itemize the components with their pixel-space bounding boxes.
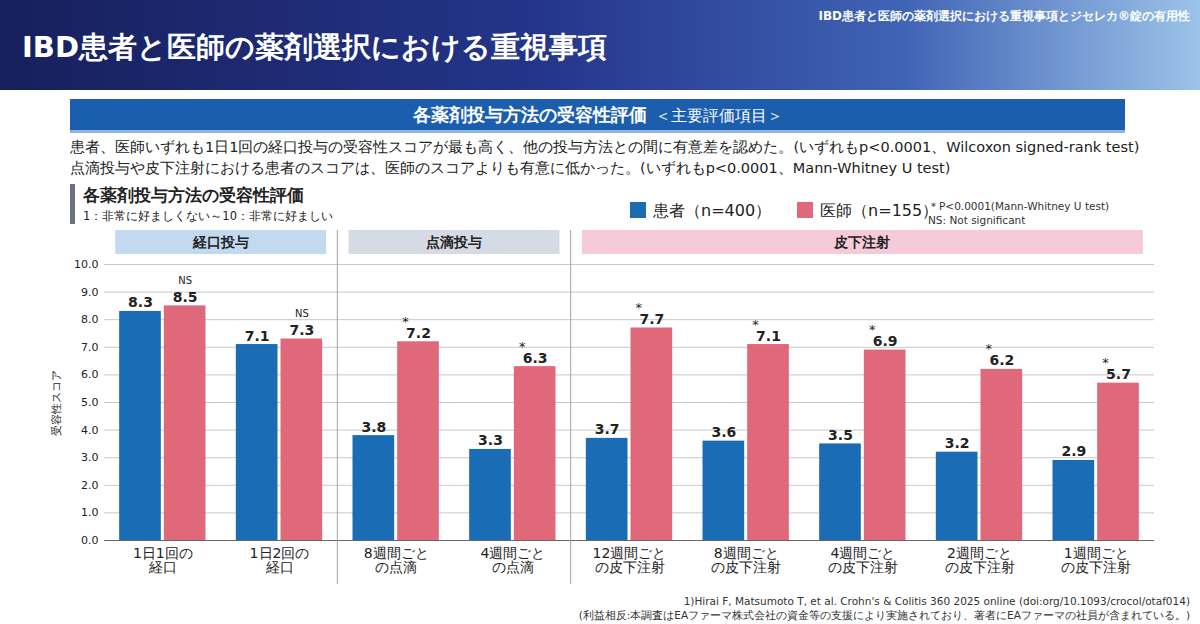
svg-text:1日2回の経口: 1日2回の経口: [250, 545, 310, 575]
svg-text:1週間ごとの皮下注射: 1週間ごとの皮下注射: [1061, 545, 1131, 575]
svg-text:4.0: 4.0: [81, 424, 99, 437]
svg-text:*: *: [636, 300, 643, 315]
html-text:各薬剤投与方法の受容性評価 ＜主要評価項目＞: 各薬剤投与方法の受容性評価 ＜主要評価項目＞: [412, 104, 783, 125]
svg-text:12週間ごとの皮下注射: 12週間ごとの皮下注射: [593, 545, 667, 575]
svg-text:皮下注射: 皮下注射: [833, 234, 890, 250]
svg-text:2.0: 2.0: [81, 479, 99, 492]
svg-text:9.0: 9.0: [81, 286, 99, 299]
html-text:(利益相反:本調査はEAファーマ株式会社の資金等の支援により: (利益相反:本調査はEAファーマ株式会社の資金等の支援により実施されており、著者…: [578, 609, 1190, 621]
svg-text:1.0: 1.0: [81, 506, 99, 519]
svg-text:6.2: 6.2: [989, 352, 1014, 368]
svg-text:3.0: 3.0: [81, 451, 99, 464]
svg-text:6.9: 6.9: [873, 333, 898, 349]
svg-text:8.3: 8.3: [128, 294, 153, 310]
html-text:点滴投与や皮下注射における患者のスコアは、医師のスコアよりも: 点滴投与や皮下注射における患者のスコアは、医師のスコアよりも有意に低かった。(い…: [70, 160, 951, 176]
svg-text:*: *: [869, 322, 876, 337]
html-text:NS: Not significant: NS: Not significant: [928, 214, 1026, 226]
html-text:IBD患者と医師の薬剤選択における重視事項とジセレカ®錠の有: IBD患者と医師の薬剤選択における重視事項とジセレカ®錠の有用性: [818, 9, 1190, 23]
svg-text:*: *: [402, 314, 409, 329]
svg-text:5.0: 5.0: [81, 396, 99, 409]
svg-text:点滴投与: 点滴投与: [426, 234, 482, 250]
html-text:＊P<0.0001(Mann-Whitney U test): ＊P<0.0001(Mann-Whitney U test): [928, 200, 1110, 212]
svg-text:5.7: 5.7: [1106, 366, 1131, 382]
svg-text:*: *: [519, 339, 526, 354]
html-text:患者、医師いずれも1日1回の経口投与の受容性スコアが最も高く: 患者、医師いずれも1日1回の経口投与の受容性スコアが最も高く、他の投与方法との間…: [70, 139, 1140, 155]
svg-text:7.2: 7.2: [406, 325, 431, 341]
svg-text:7.1: 7.1: [756, 328, 781, 344]
svg-text:7.0: 7.0: [81, 341, 99, 354]
svg-text:3.7: 3.7: [595, 421, 620, 437]
svg-text:8週間ごとの皮下注射: 8週間ごとの皮下注射: [711, 545, 781, 575]
svg-text:7.1: 7.1: [245, 328, 270, 344]
svg-text:*: *: [986, 341, 993, 356]
svg-text:8週間ごとの点滴: 8週間ごとの点滴: [364, 545, 429, 575]
svg-text:受容性スコア: 受容性スコア: [50, 370, 63, 436]
svg-text:1日1回の経口: 1日1回の経口: [133, 545, 193, 575]
svg-text:*: *: [1102, 355, 1109, 370]
svg-text:6.3: 6.3: [523, 350, 548, 366]
svg-text:2週間ごとの皮下注射: 2週間ごとの皮下注射: [945, 545, 1015, 575]
svg-text:2.9: 2.9: [1061, 443, 1086, 459]
html-text:各薬剤投与方法の受容性評価: 各薬剤投与方法の受容性評価: [83, 185, 304, 205]
html-text:医師（n=155）: 医師（n=155）: [820, 201, 939, 220]
svg-text:7.7: 7.7: [639, 311, 664, 327]
svg-text:3.3: 3.3: [478, 432, 503, 448]
svg-text:経口投与: 経口投与: [192, 234, 249, 250]
svg-text:3.8: 3.8: [361, 419, 386, 435]
svg-text:3.2: 3.2: [945, 435, 970, 451]
svg-text:8.0: 8.0: [81, 313, 99, 326]
svg-text:0.0: 0.0: [81, 534, 99, 547]
svg-text:7.3: 7.3: [289, 322, 314, 338]
svg-text:6.0: 6.0: [81, 368, 99, 381]
html-text:患者（n=400）: 患者（n=400）: [653, 201, 772, 220]
svg-text:8.5: 8.5: [173, 289, 198, 305]
svg-text:NS: NS: [295, 308, 309, 319]
svg-text:*: *: [752, 317, 759, 332]
svg-text:4週間ごとの点滴: 4週間ごとの点滴: [480, 545, 545, 575]
svg-text:3.6: 3.6: [711, 424, 736, 440]
html-text:IBD患者と医師の薬剤選択における重視事項: IBD患者と医師の薬剤選択における重視事項: [22, 30, 607, 64]
svg-text:10.0: 10.0: [74, 258, 99, 271]
svg-text:4週間ごとの皮下注射: 4週間ごとの皮下注射: [828, 545, 898, 575]
html-text:1：非常に好ましくない～10：非常に好ましい: 1：非常に好ましくない～10：非常に好ましい: [83, 209, 333, 223]
svg-text:3.5: 3.5: [828, 427, 853, 443]
html-text:1)Hirai F, Matsumoto T, et al.: 1)Hirai F, Matsumoto T, et al. Crohn's &…: [683, 595, 1190, 607]
svg-text:NS: NS: [178, 275, 192, 286]
